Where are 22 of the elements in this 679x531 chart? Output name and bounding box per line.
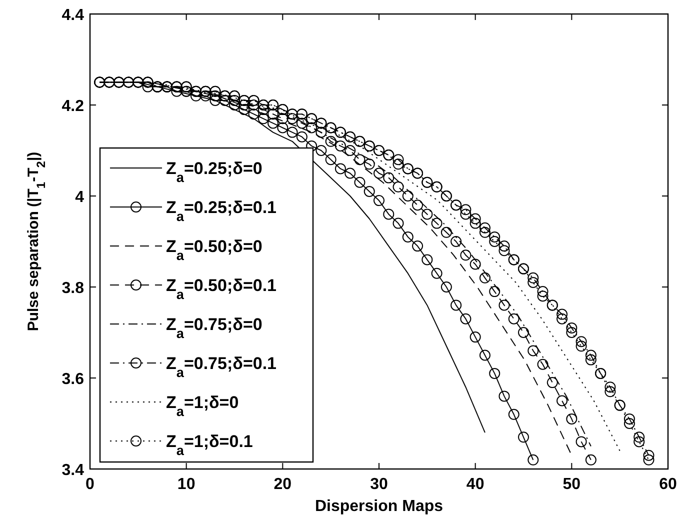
- y-tick-label: 4.2: [62, 98, 84, 115]
- y-tick-label: 4: [75, 189, 84, 206]
- x-tick-label: 20: [274, 476, 292, 493]
- legend-label: Z$_{a}$=0.25;δ=0: [166, 159, 262, 184]
- x-tick-label: 30: [370, 476, 388, 493]
- x-tick-label: 50: [562, 476, 581, 493]
- legend-label: Z$_{a}$=1;δ=0: [166, 393, 239, 418]
- legend-label: Z$_{a}$=0.75;δ=0.1: [166, 354, 276, 380]
- legend-label: Z$_{a}$=0.50;δ=0.1: [166, 276, 276, 302]
- x-tick-label: 0: [86, 476, 95, 493]
- legend-label: Z$_{a}$=0.50;δ=0: [166, 237, 262, 262]
- x-axis-title: Dispersion Maps: [314, 498, 444, 515]
- y-tick-label: 3.8: [62, 280, 84, 297]
- legend-label: Z$_{a}$=0.75;δ=0: [166, 315, 262, 340]
- y-tick-label: 4.4: [62, 7, 84, 24]
- y-tick-label: 3.6: [62, 371, 84, 388]
- y-tick-label: 3.4: [62, 462, 84, 479]
- legend-label: Z$_{a}$=0.25;δ=0.1: [166, 198, 276, 224]
- x-tick-label: 10: [177, 476, 196, 493]
- legend-label: Z$_{a}$=1;δ=0.1: [166, 432, 253, 458]
- x-tick-label: 40: [466, 476, 484, 493]
- x-tick-label: 60: [659, 476, 677, 493]
